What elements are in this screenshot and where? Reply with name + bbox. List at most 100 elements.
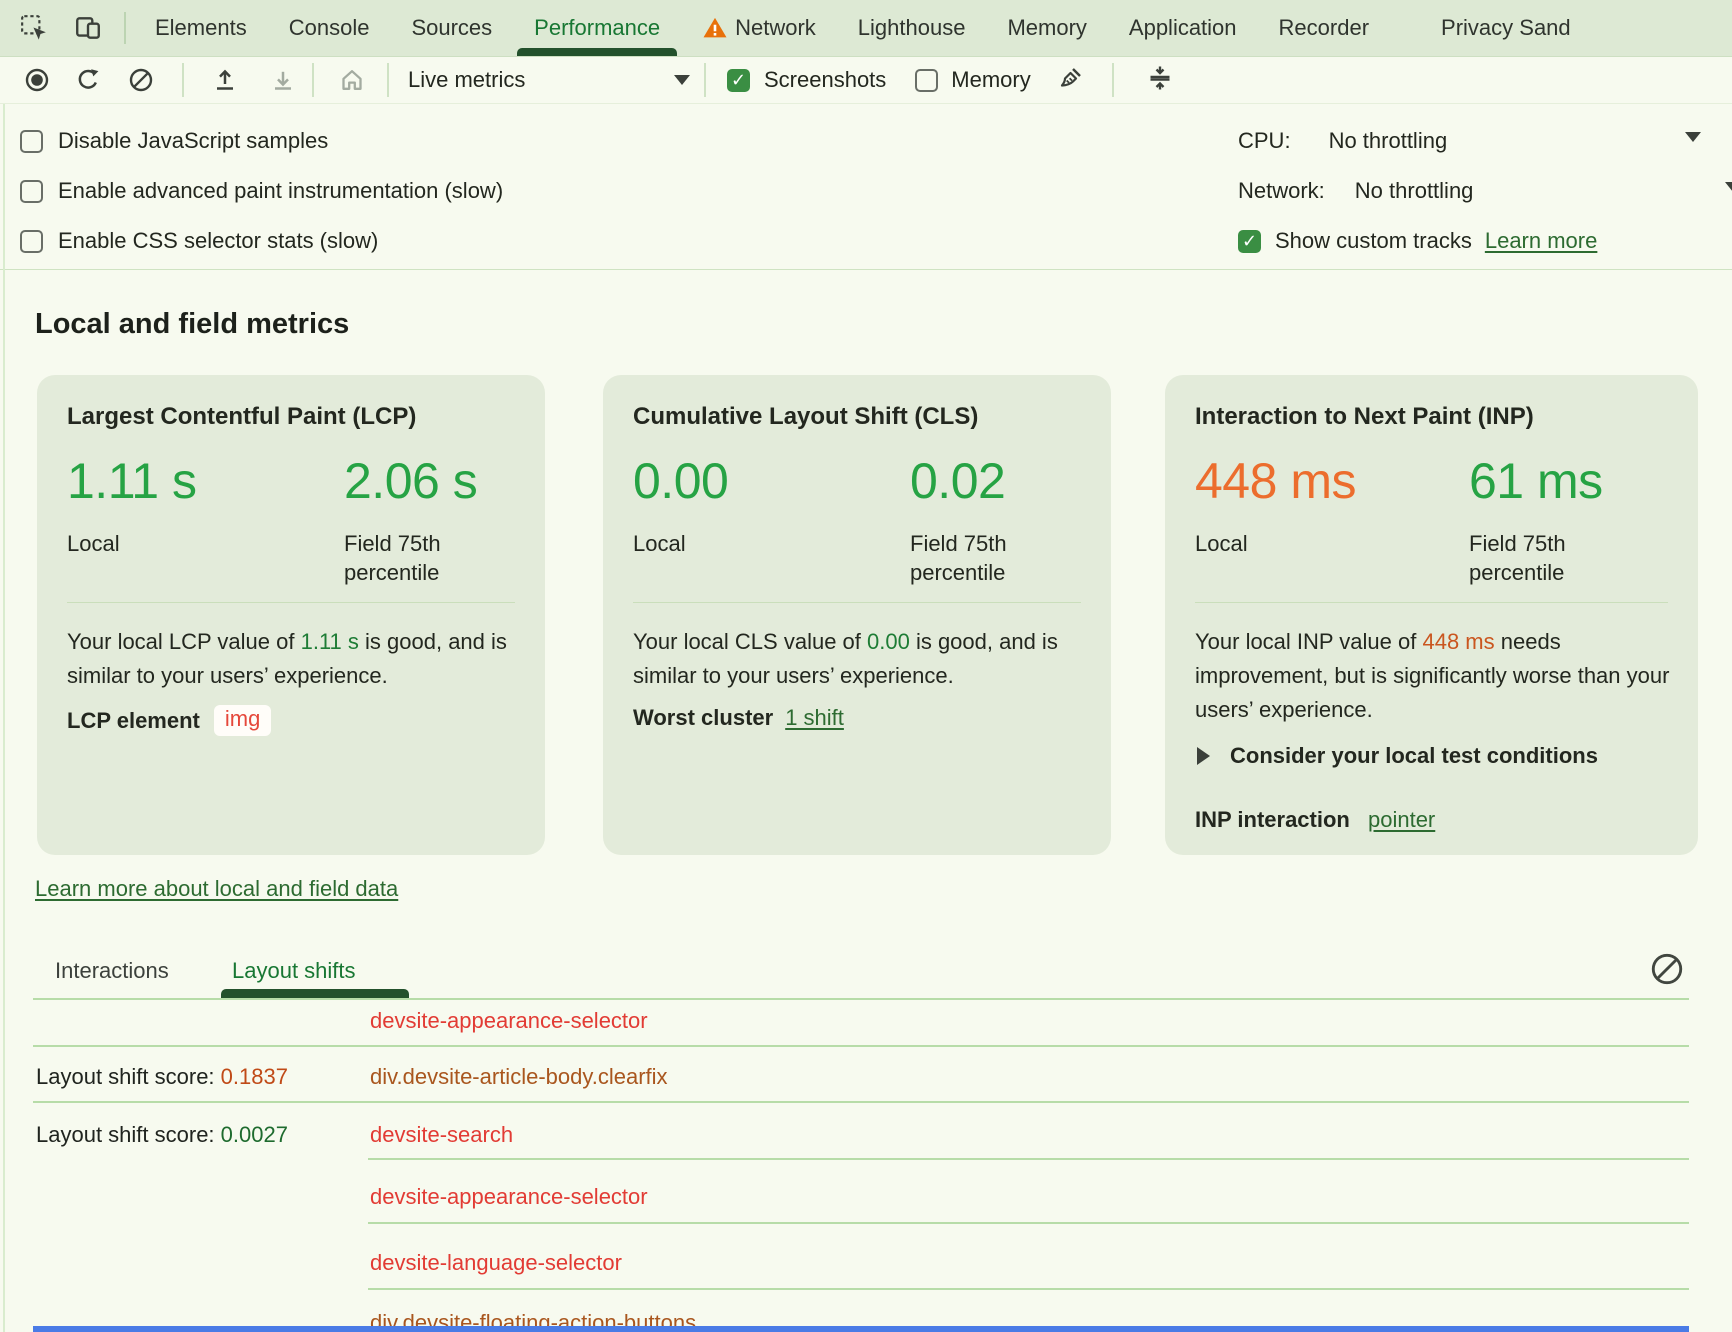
cls-description: Your local CLS value of 0.00 is good, an… xyxy=(633,629,1058,688)
inp-interaction-label: INP interaction xyxy=(1195,807,1350,832)
disable-js-samples-row: Disable JavaScript samples xyxy=(20,116,1732,166)
home-icon[interactable] xyxy=(339,67,365,93)
cpu-throttling-row: CPU: No throttling xyxy=(1238,116,1732,166)
shift-score-value: 0.1837 xyxy=(220,1064,288,1089)
tab-network[interactable]: Network xyxy=(681,0,837,56)
tab-elements[interactable]: Elements xyxy=(134,0,268,56)
shift-score-label: Layout shift score: xyxy=(36,1122,221,1147)
shift-node-link[interactable]: div.devsite-article-body.clearfix xyxy=(370,1064,668,1089)
lcp-element-node-link[interactable]: img xyxy=(213,705,272,736)
download-profile-icon[interactable] xyxy=(270,67,296,93)
consider-local-conditions-expander[interactable]: Consider your local test conditions xyxy=(1197,743,1598,769)
cls-worst-cluster-row: Worst cluster 1 shift xyxy=(633,705,844,731)
tab-application[interactable]: Application xyxy=(1108,0,1258,56)
card-divider xyxy=(67,602,515,603)
custom-tracks-learn-more-link[interactable]: Learn more xyxy=(1484,228,1598,253)
pane-left-border xyxy=(3,104,5,1332)
tab-label: Elements xyxy=(155,15,247,40)
field-data-learn-more-link[interactable]: Learn more about local and field data xyxy=(35,876,399,901)
card-divider xyxy=(1195,602,1668,603)
custom-tracks-label: Show custom tracks xyxy=(1275,228,1472,253)
shift-score-label: Layout shift score: xyxy=(36,1064,221,1089)
tab-console[interactable]: Console xyxy=(268,0,391,56)
lcp-card-title: Largest Contentful Paint (LCP) xyxy=(67,403,417,430)
tab-label: Performance xyxy=(534,15,661,40)
inp-interaction-link[interactable]: pointer xyxy=(1367,807,1436,832)
cls-card: Cumulative Layout Shift (CLS) 0.00 Local… xyxy=(603,375,1111,855)
lcp-element-row: LCP element img xyxy=(67,705,272,736)
chevron-down-icon xyxy=(674,75,690,85)
custom-tracks-checkbox[interactable] xyxy=(1238,229,1261,253)
css-selector-stats-row: Enable CSS selector stats (slow) xyxy=(20,216,1732,266)
tab-sources[interactable]: Sources xyxy=(390,0,513,56)
clear-icon[interactable] xyxy=(128,67,154,93)
layout-shift-row: Layout shift score: 0.1837 div.devsite-a… xyxy=(36,1064,1689,1092)
layout-shift-row: Layout shift score: 0.0027 devsite-searc… xyxy=(36,1122,1689,1150)
tabbar-separator xyxy=(124,12,126,44)
network-throttling-select[interactable]: No throttling xyxy=(1354,178,1474,203)
lcp-field-value: 2.06 s xyxy=(344,453,478,509)
live-metrics-dropdown[interactable]: Live metrics xyxy=(408,67,704,93)
cpu-throttling-select[interactable]: No throttling xyxy=(1328,128,1448,153)
worst-cluster-link[interactable]: 1 shift xyxy=(785,705,844,730)
record-icon[interactable] xyxy=(24,67,50,93)
tab-layout-shifts[interactable]: Layout shifts xyxy=(232,958,356,983)
tab-label: Network xyxy=(735,15,816,40)
chevron-down-icon[interactable] xyxy=(1725,182,1732,192)
shift-node-link[interactable]: devsite-appearance-selector xyxy=(370,1008,648,1033)
inspect-element-icon[interactable] xyxy=(20,14,48,42)
card-divider xyxy=(633,602,1081,603)
device-toolbar-icon[interactable] xyxy=(74,14,102,42)
row-separator xyxy=(33,1045,1689,1047)
tab-performance[interactable]: Performance xyxy=(513,0,681,56)
tab-label: Application xyxy=(1128,15,1237,40)
inp-interaction-row: INP interaction pointer xyxy=(1195,807,1435,833)
collapse-view-icon[interactable] xyxy=(1147,65,1177,95)
lcp-field-label: Field 75th percentile xyxy=(344,531,441,585)
shift-score-value: 0.0027 xyxy=(220,1122,288,1147)
tabs-bottom-border xyxy=(33,998,1689,1000)
page-title: Local and field metrics xyxy=(35,308,350,340)
toolbar-separator xyxy=(387,63,389,97)
disable-js-samples-checkbox[interactable] xyxy=(20,129,43,153)
tab-label: Recorder xyxy=(1278,15,1370,40)
disable-js-samples-label: Disable JavaScript samples xyxy=(58,128,329,153)
consider-label: Consider your local test conditions xyxy=(1230,743,1598,768)
inp-card-title: Interaction to Next Paint (INP) xyxy=(1195,403,1534,430)
shift-node-link[interactable]: devsite-language-selector xyxy=(370,1250,622,1275)
collect-garbage-icon[interactable] xyxy=(1058,65,1088,95)
lcp-card: Largest Contentful Paint (LCP) 1.11 s Lo… xyxy=(37,375,545,855)
tab-privacy-sandbox[interactable]: Privacy Sand xyxy=(1420,0,1592,56)
cls-field-value: 0.02 xyxy=(910,453,1006,509)
inp-local-value: 448 ms xyxy=(1195,453,1356,509)
reload-record-icon[interactable] xyxy=(75,67,101,93)
screenshots-checkbox[interactable] xyxy=(727,68,750,92)
tab-memory[interactable]: Memory xyxy=(986,0,1107,56)
shift-node-link[interactable]: devsite-search xyxy=(370,1122,514,1147)
css-selector-stats-label: Enable CSS selector stats (slow) xyxy=(58,228,379,253)
clear-log-icon[interactable] xyxy=(1650,952,1684,986)
advanced-paint-checkbox[interactable] xyxy=(20,179,43,203)
lcp-local-value: 1.11 s xyxy=(67,453,197,509)
chevron-down-icon[interactable] xyxy=(1685,132,1701,142)
tab-lighthouse[interactable]: Lighthouse xyxy=(837,0,987,56)
cls-local-label: Local xyxy=(633,531,686,556)
inp-card: Interaction to Next Paint (INP) 448 ms L… xyxy=(1165,375,1698,855)
memory-checkbox[interactable] xyxy=(915,68,939,92)
layout-shift-row: devsite-language-selector xyxy=(36,1250,1689,1278)
network-label: Network: xyxy=(1238,178,1325,203)
live-metrics-label: Live metrics xyxy=(408,67,526,92)
lcp-description: Your local LCP value of 1.11 s is good, … xyxy=(67,629,507,688)
tab-interactions[interactable]: Interactions xyxy=(55,958,169,983)
shift-node-link[interactable]: devsite-appearance-selector xyxy=(370,1184,648,1209)
toolbar-separator xyxy=(704,63,706,97)
toolbar-separator xyxy=(1111,63,1114,97)
metric-cards: Largest Contentful Paint (LCP) 1.11 s Lo… xyxy=(37,375,1698,855)
selected-row-highlight xyxy=(33,1326,1689,1332)
upload-profile-icon[interactable] xyxy=(212,67,238,93)
toolbar-separator xyxy=(312,63,314,97)
row-separator xyxy=(368,1158,1689,1160)
css-selector-stats-checkbox[interactable] xyxy=(20,229,43,253)
tab-recorder[interactable]: Recorder xyxy=(1258,0,1390,56)
